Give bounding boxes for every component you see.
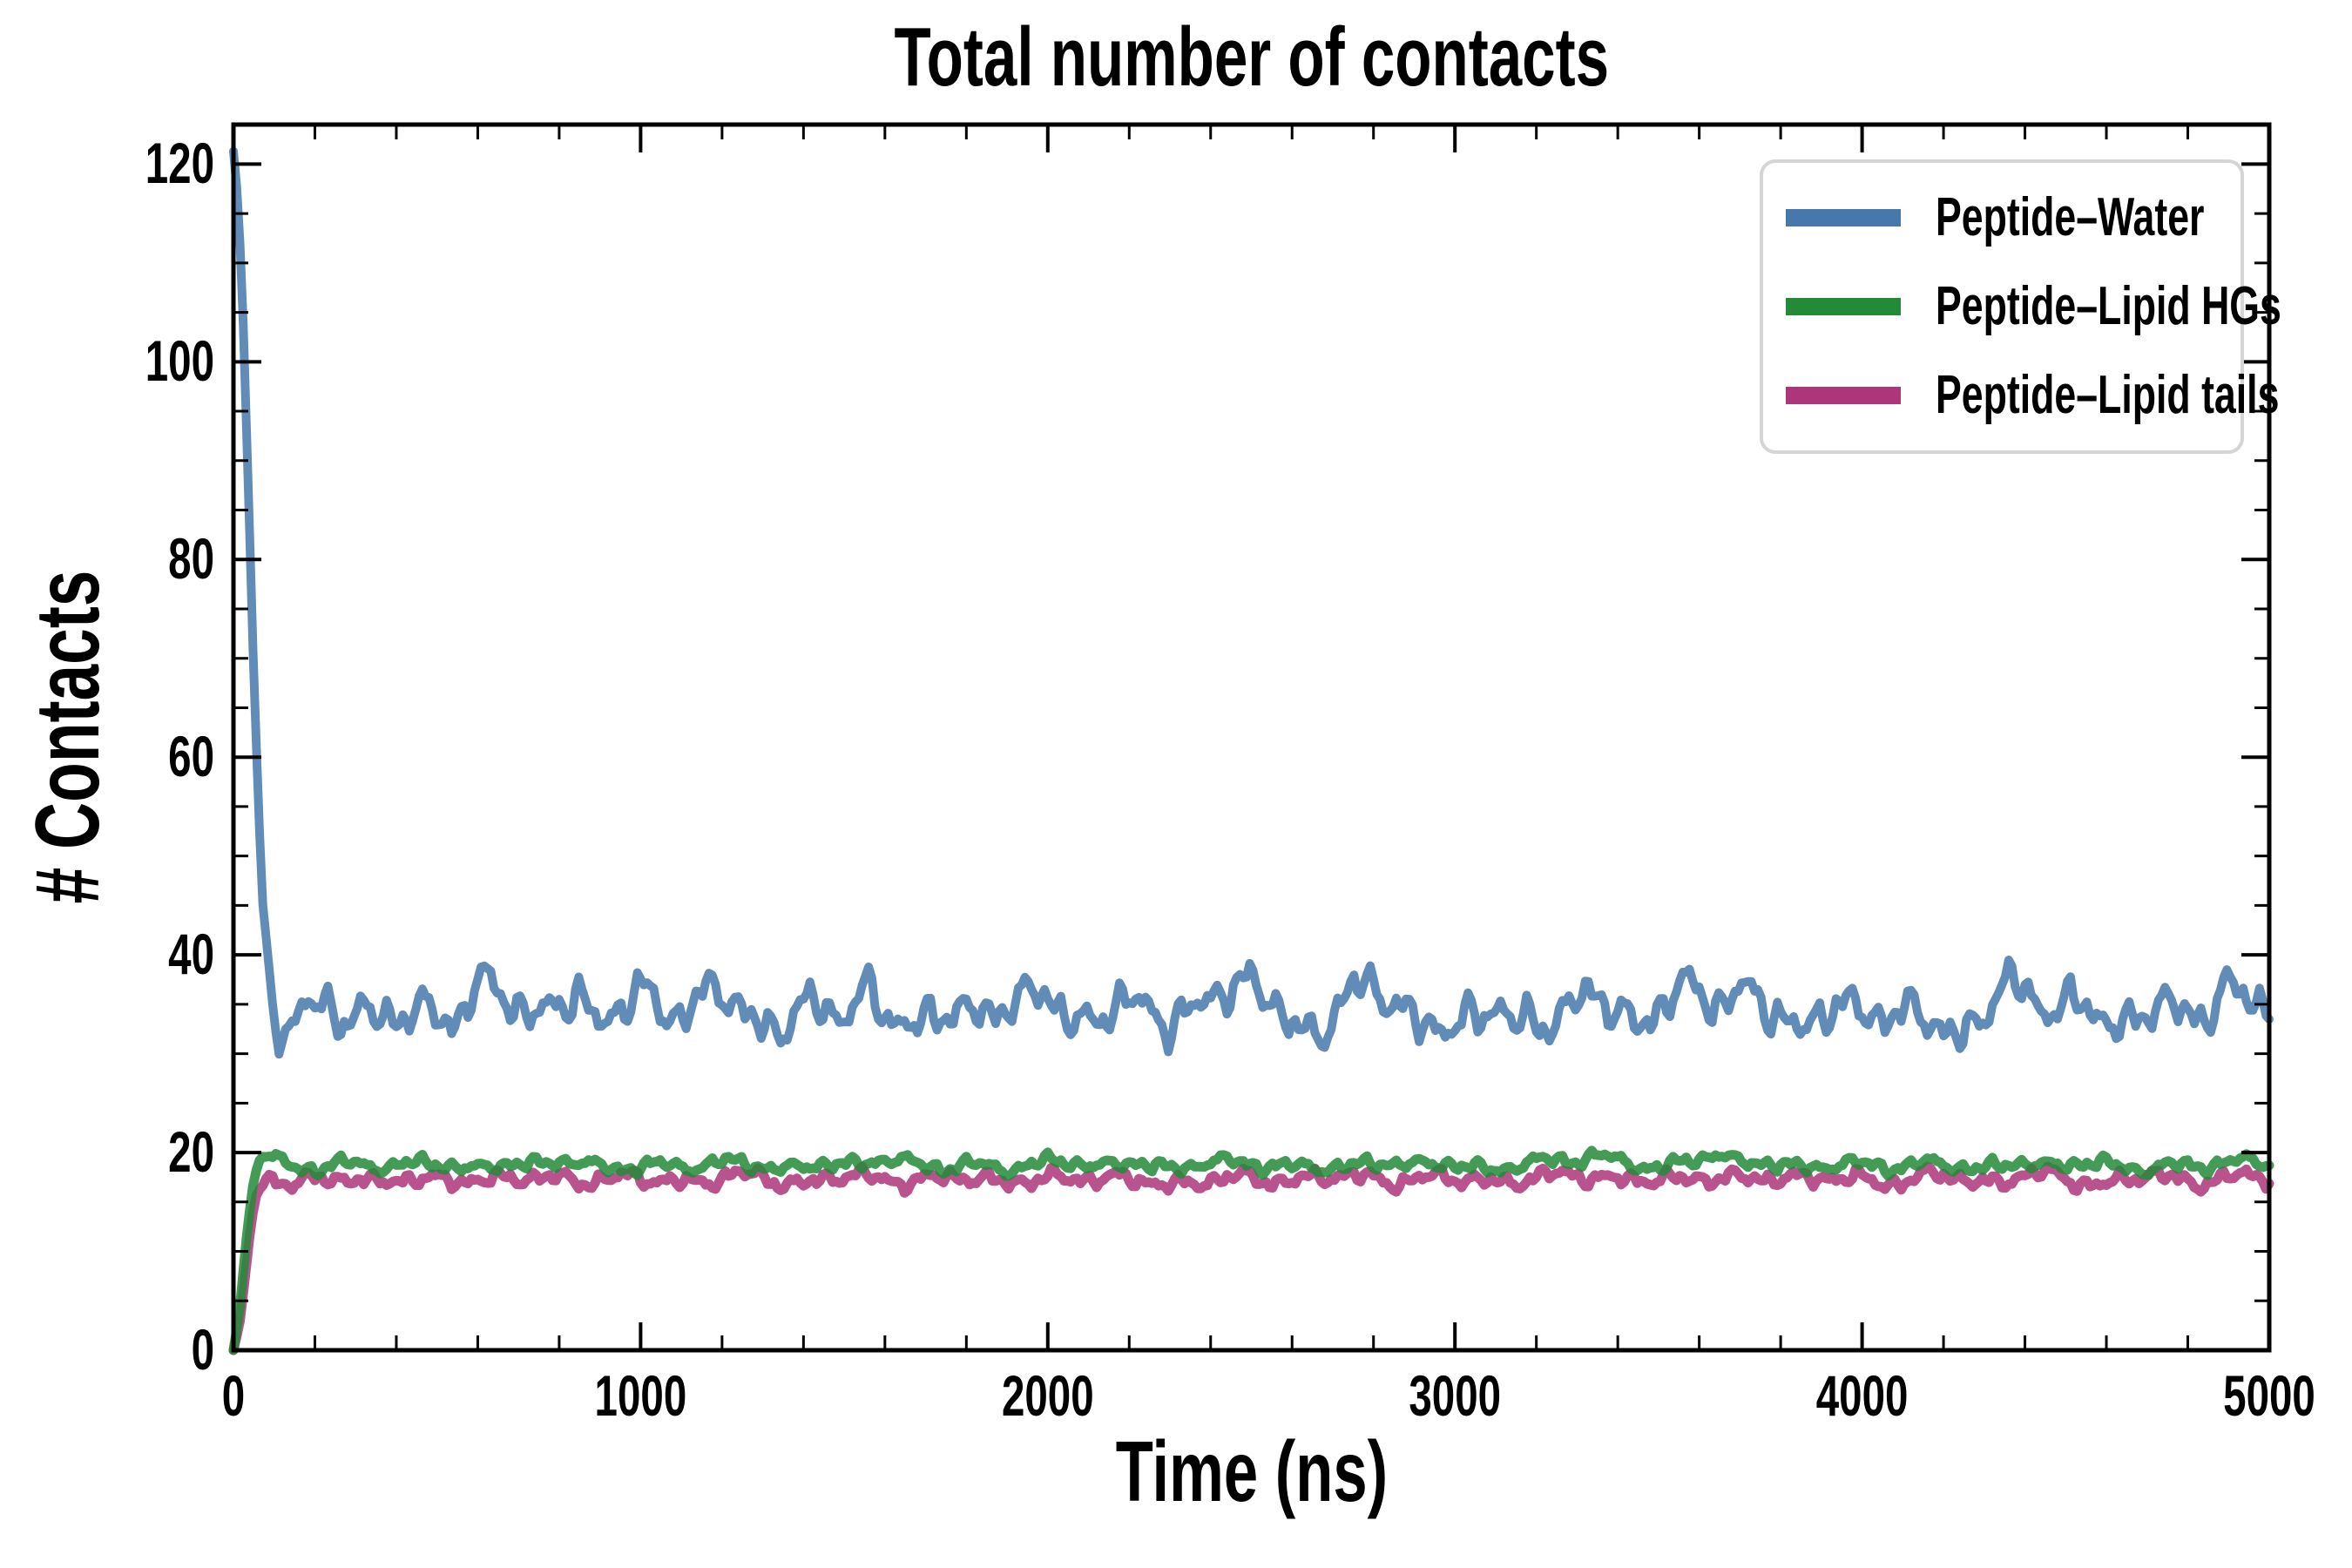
y-tick-label: 0 [192, 1318, 214, 1382]
peptide-lipid-tails-line-swatch [1786, 387, 1901, 404]
y-tick-label: 80 [168, 528, 214, 591]
peptide-lipid-tails-line [228, 1161, 2274, 1355]
chart-title-text: Total number of contacts [894, 10, 1609, 104]
y-tick-label: 100 [145, 330, 214, 394]
series-lines [228, 146, 2274, 1355]
legend-label-peptide-water: Peptide–Water [1936, 187, 2205, 247]
tick-labels: 0 1000 2000 3000 4000 5000 0 20 40 60 80 100 120 [145, 132, 2315, 1429]
x-tick-label: 1000 [595, 1364, 687, 1428]
legend-row-peptide-lipid-hgs: Peptide–Lipid HGs [1763, 280, 2281, 334]
peptide-lipid-hgs-line [228, 1146, 2274, 1355]
y-tick-label: 120 [145, 132, 214, 196]
y-tick-label: 20 [168, 1120, 214, 1184]
x-axis-label: Time (ns) [233, 1427, 2269, 1517]
peptide-water-line [229, 146, 2274, 1059]
legend-label-peptide-lipid-tails: Peptide–Lipid tails [1936, 365, 2280, 425]
x-tick-label: 2000 [1002, 1364, 1094, 1428]
y-axis-label: # Contacts [17, 571, 118, 904]
chart-title: Total number of contacts [233, 10, 2269, 104]
legend-row-peptide-water: Peptide–Water [1763, 191, 2240, 245]
legend-label-peptide-lipid-hgs: Peptide–Lipid HGs [1936, 276, 2281, 336]
legend: Peptide–Water Peptide–Lipid HGs Peptide–… [1760, 159, 2281, 454]
peptide-water-line-swatch [1786, 209, 1901, 226]
x-tick-label: 0 [222, 1364, 245, 1428]
peptide-lipid-hgs-line-swatch [1786, 298, 1901, 315]
legend-row-peptide-lipid-tails: Peptide–Lipid tails [1763, 368, 2279, 422]
y-tick-label: 40 [168, 923, 214, 986]
axes [231, 122, 2272, 1353]
x-tick-label: 3000 [1409, 1364, 1501, 1428]
x-tick-label: 5000 [2223, 1364, 2315, 1428]
x-tick-label: 4000 [1816, 1364, 1909, 1428]
x-axis-label-text: Time (ns) [1115, 1423, 1388, 1519]
y-tick-label: 60 [168, 725, 214, 788]
